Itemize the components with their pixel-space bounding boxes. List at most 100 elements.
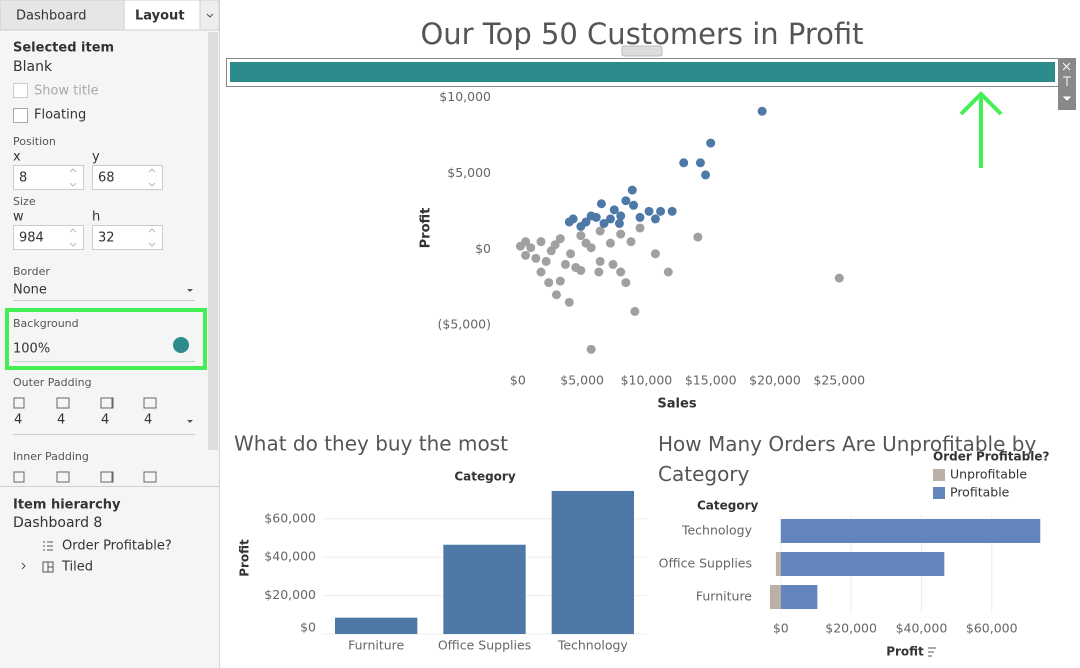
scatter-point	[586, 211, 596, 221]
scatter-point	[679, 158, 689, 168]
field-label: Outer Padding	[13, 376, 92, 389]
y-tick-label: ($5,000)	[438, 317, 492, 332]
y-tick-label: $0	[475, 241, 491, 256]
scatter-point	[609, 205, 619, 215]
y-tick-label: $10,000	[439, 89, 491, 104]
scatter-point	[536, 237, 546, 247]
bar	[769, 585, 781, 609]
scatter-point	[616, 211, 626, 221]
dashboard-title: Our Top 50 Customers in Profit	[420, 17, 863, 51]
y-tick-label: Furniture	[696, 589, 752, 604]
padding-value: 4	[101, 413, 109, 428]
y-tick-label: $60,000	[264, 510, 316, 525]
column-header: Category	[454, 470, 516, 484]
scatter-point	[595, 256, 605, 266]
dropdown-caret	[187, 420, 193, 423]
hierarchy-item[interactable]: Order Profitable?	[62, 539, 172, 554]
row-header: Category	[697, 499, 759, 513]
annotation-arrow	[959, 91, 1003, 168]
scatter-point	[635, 223, 645, 233]
scatter-point	[650, 214, 660, 224]
scatter-point	[706, 138, 716, 148]
y-tick-label: $40,000	[264, 549, 316, 564]
field-label: Position	[13, 135, 56, 148]
scatter-point	[608, 259, 618, 269]
tab-menu[interactable]	[199, 0, 220, 31]
scatter-point	[531, 253, 541, 263]
scatter-point	[536, 267, 546, 277]
y-tick-label: Technology	[681, 523, 753, 538]
drag-handle[interactable]	[621, 45, 663, 57]
field-label: x	[13, 150, 21, 165]
scatter-point	[701, 170, 711, 180]
hierarchy-root[interactable]: Dashboard 8	[13, 515, 102, 531]
scatter-point	[564, 297, 574, 307]
expand-arrow[interactable]	[21, 562, 26, 570]
tab-label[interactable]: Dashboard	[16, 9, 87, 24]
scatter-point	[571, 262, 581, 272]
scatter-point	[630, 306, 640, 316]
background-value: 100%	[13, 342, 50, 357]
x-tick-label: Technology	[557, 638, 629, 653]
scatter-point	[576, 231, 586, 241]
scatter-point	[596, 199, 606, 209]
field-label: Inner Padding	[13, 450, 89, 463]
scrollbar[interactable]	[208, 32, 218, 450]
bar	[551, 490, 634, 634]
x-tick-label: $15,000	[685, 373, 737, 388]
hierarchy-item[interactable]: Tiled	[61, 560, 93, 575]
y-axis-title: Profit	[419, 208, 434, 249]
y-tick-label: $0	[300, 620, 316, 635]
checkbox-label: Floating	[34, 108, 86, 123]
scatter-point	[667, 206, 677, 216]
scatter-point	[693, 232, 703, 242]
blank-object[interactable]	[230, 62, 1055, 82]
x-axis-title: Profit	[886, 645, 924, 659]
field-label: Border	[13, 265, 50, 278]
field-label: y	[92, 150, 100, 165]
scatter-point	[621, 278, 631, 288]
x-tick-label: $5,000	[560, 373, 604, 388]
legend-swatch	[933, 487, 945, 499]
scatter-point	[586, 344, 596, 354]
checkbox[interactable]	[13, 83, 28, 98]
y-tick-label: $5,000	[447, 165, 491, 180]
field-label: w	[13, 210, 24, 225]
tiled-icon	[42, 561, 54, 573]
color-swatch[interactable]	[173, 337, 189, 353]
legend-label: Profitable	[950, 485, 1010, 500]
scatter-point	[627, 185, 637, 195]
scatter-point	[635, 212, 645, 222]
x-tick-label: Furniture	[348, 638, 404, 653]
legend-title: Order Profitable?	[933, 450, 1049, 464]
dropdown-value[interactable]: None	[13, 283, 47, 298]
bar	[335, 617, 418, 634]
padding-value: 4	[144, 413, 152, 428]
scatter-point	[594, 267, 604, 277]
field-label: Size	[13, 195, 36, 208]
padding-value: 4	[14, 413, 22, 428]
x-tick-label: $60,000	[966, 621, 1018, 636]
x-tick-label: $20,000	[825, 621, 877, 636]
item-name: Blank	[13, 59, 53, 75]
bar	[780, 519, 1041, 543]
scatter-point	[614, 218, 624, 228]
scatter-point	[566, 249, 576, 259]
section-heading: Item hierarchy	[13, 498, 121, 513]
scatter-point	[656, 206, 666, 216]
scatter-point	[521, 237, 531, 247]
chart-title: What do they buy the most	[234, 432, 508, 456]
scatter-point	[526, 243, 536, 253]
x-tick-label: Office Supplies	[438, 638, 531, 653]
x-axis-title: Sales	[657, 397, 696, 412]
tab-active[interactable]	[123, 0, 201, 31]
scatter-point	[644, 206, 654, 216]
x-tick-label: $0	[773, 621, 789, 636]
field-label: Background	[13, 317, 79, 330]
scatter-point	[560, 259, 570, 269]
checkbox[interactable]	[13, 108, 28, 123]
scatter-point	[629, 200, 639, 210]
toolbar-icons	[1062, 62, 1072, 101]
tab-label[interactable]: Layout	[135, 9, 185, 24]
